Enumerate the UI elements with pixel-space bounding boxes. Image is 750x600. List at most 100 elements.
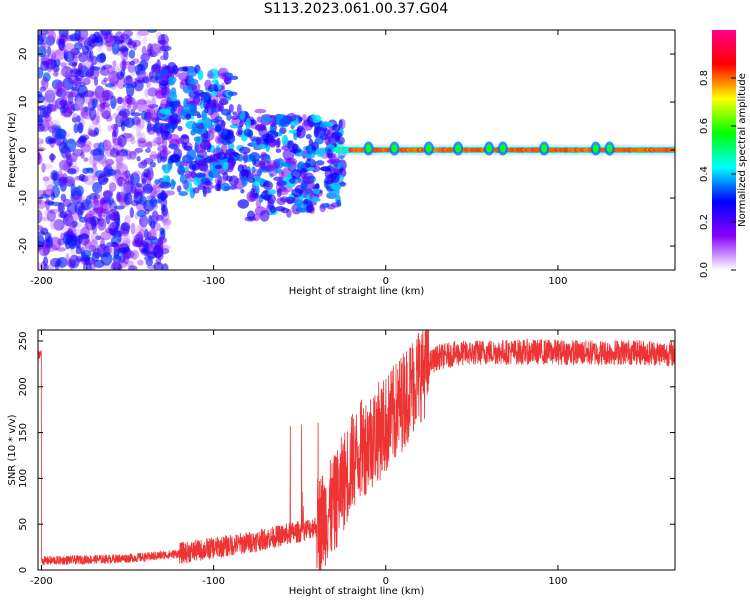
heatmap-cell <box>73 42 83 51</box>
heatmap-cell <box>136 30 149 37</box>
heatmap-cell <box>142 100 153 108</box>
heatmap-cell <box>50 152 55 163</box>
heatmap-cell <box>49 138 57 144</box>
x-tick-label-bottom: 100 <box>548 576 567 587</box>
heatmap-cell <box>206 69 214 80</box>
heatmap-cell <box>330 172 340 184</box>
heatmap-cell <box>135 103 144 110</box>
heatmap-cell <box>140 53 151 62</box>
heatmap-cell <box>161 263 169 270</box>
y-tick-label-top: 0 <box>18 147 29 153</box>
heatmap-cell <box>117 176 123 187</box>
heatmap-cell <box>280 207 290 214</box>
heatmap-cell <box>177 125 183 132</box>
heatmap-cell <box>146 105 154 117</box>
heatmap-cell <box>330 182 341 191</box>
heatmap-cell <box>324 180 334 185</box>
heatmap-cell <box>177 165 185 176</box>
heatmap-cell <box>156 136 162 146</box>
heatmap-cell <box>73 100 82 110</box>
heatmap-cell <box>169 91 177 102</box>
heatmap-cell <box>302 172 315 185</box>
heatmap-cell <box>98 211 103 218</box>
heatmap-cell <box>230 115 240 120</box>
heatmap-cell <box>121 97 126 111</box>
heatmap-cell <box>136 155 141 162</box>
heatmap-cell <box>150 237 159 245</box>
heatmap-cell <box>70 183 76 197</box>
heatmap-cell <box>237 164 244 173</box>
heatmap-cell <box>58 201 64 212</box>
heatmap-cell <box>149 228 157 240</box>
heatmap-cell <box>240 188 245 194</box>
heatmap-cell <box>116 176 127 187</box>
heatmap-cell <box>114 260 119 270</box>
heatmap-cell <box>147 121 152 133</box>
heatmap-cell <box>260 116 273 122</box>
heatmap-cell <box>128 103 139 109</box>
heatmap-cell <box>53 219 65 231</box>
heatmap-cell <box>44 209 50 217</box>
heatmap-cell <box>179 134 190 145</box>
heatmap-cell <box>40 139 45 145</box>
heatmap-cell <box>308 138 314 146</box>
heatmap-cell <box>296 125 304 133</box>
heatmap-cell <box>241 175 248 187</box>
heatmap-cell <box>38 35 44 46</box>
heatmap-cell <box>47 263 55 270</box>
heatmap-cell <box>136 209 147 218</box>
heatmap-cell <box>123 112 128 119</box>
heatmap-cell <box>142 99 152 105</box>
heatmap-cell <box>40 261 47 270</box>
x-tick-label-bottom: -100 <box>202 576 225 587</box>
heatmap-cell <box>291 188 303 198</box>
heatmap-cell <box>331 123 341 132</box>
heatmap-cell <box>109 147 120 158</box>
heatmap-cell <box>207 83 219 93</box>
heatmap-cell <box>84 140 92 147</box>
heatmap-cell <box>97 46 102 52</box>
heatmap-cell <box>190 129 196 136</box>
y-tick-label-bottom: 100 <box>18 469 29 488</box>
heatmap-cell <box>103 91 113 100</box>
heatmap-cell <box>121 171 129 182</box>
heatmap-cell <box>237 199 250 209</box>
heatmap-cell <box>92 156 97 168</box>
heatmap-cell <box>127 63 136 73</box>
heatmap-bump-core <box>365 144 372 153</box>
heatmap-cell <box>105 197 115 206</box>
heatmap-cell <box>127 265 138 270</box>
heatmap-cell <box>38 152 43 165</box>
heatmap-cell <box>216 179 222 190</box>
heatmap-cell <box>160 98 171 109</box>
heatmap-cell <box>252 180 261 187</box>
heatmap-cell <box>141 159 148 167</box>
heatmap-cell <box>205 155 210 163</box>
heatmap-cell <box>72 113 79 124</box>
heatmap-cell <box>216 151 227 160</box>
heatmap-cell <box>125 96 136 105</box>
heatmap-cell <box>123 180 134 195</box>
heatmap-cell <box>129 60 135 66</box>
heatmap-cell <box>255 199 262 209</box>
heatmap-cell <box>246 191 257 203</box>
heatmap-cell <box>130 136 136 145</box>
heatmap-cell <box>100 231 112 241</box>
heatmap-cell <box>159 181 172 189</box>
heatmap-cell <box>115 157 124 169</box>
heatmap-cell <box>307 166 315 172</box>
heatmap-cell <box>88 198 100 204</box>
heatmap-cell <box>44 175 54 190</box>
heatmap-cell <box>139 60 149 71</box>
heatmap-cell <box>108 70 120 85</box>
heatmap-cell <box>216 120 227 127</box>
heatmap-cell <box>83 92 94 105</box>
heatmap-cell <box>44 200 55 205</box>
heatmap-cell <box>315 160 325 166</box>
heatmap-cell <box>132 101 138 111</box>
heatmap-cell <box>102 202 111 217</box>
colorbar-tick-label: 0.4 <box>699 166 710 182</box>
heatmap-cell <box>254 108 267 114</box>
x-tick-label-top: -100 <box>202 276 225 287</box>
heatmap-cell <box>116 163 129 175</box>
